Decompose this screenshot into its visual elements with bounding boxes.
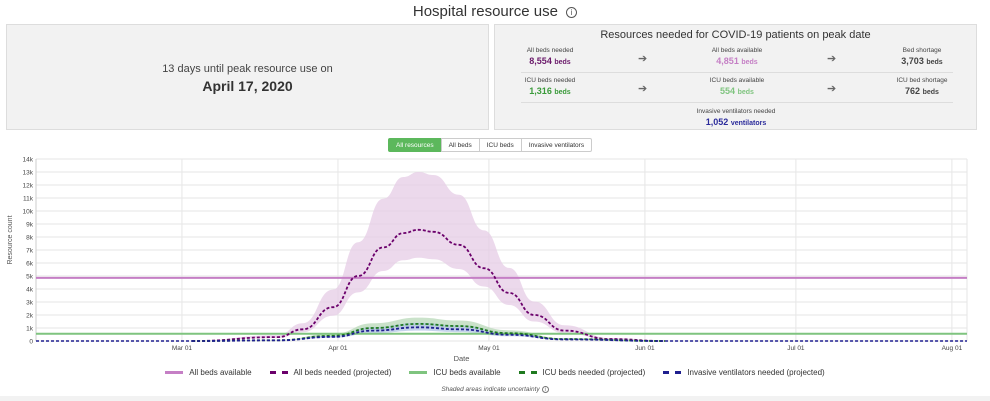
stat-value: 3,703 beds [901,56,943,66]
stat-value: 4,851 beds [716,56,758,66]
page-title: Hospital resource use i [0,3,990,20]
y-tick-label: 7k [26,248,34,255]
arrow-right-icon: ➔ [638,53,648,65]
y-tick-label: 14k [23,157,34,164]
peak-date-panel: 13 days until peak resource use on April… [6,24,489,130]
y-tick-label: 13k [23,170,34,177]
resources-panel-title: Resources needed for COVID-19 patients o… [600,29,871,41]
legend-item-ventilators-needed[interactable]: Invasive ventilators needed (projected) [663,368,825,377]
resources-needed-panel: Resources needed for COVID-19 patients o… [494,24,977,130]
legend-item-icu-beds-needed[interactable]: ICU beds needed (projected) [518,368,646,377]
legend-label: All beds needed (projected) [293,368,392,377]
legend-swatch [663,371,682,374]
y-axis-title: Resource count [7,215,14,264]
y-tick-label: 10k [23,209,34,216]
all-beds-needed-line [192,228,666,342]
x-tick-label: Apr 01 [328,345,348,352]
legend-swatch [409,371,428,374]
ventilators-needed-stat: Invasive ventilators needed 1,052 ventil… [671,108,801,127]
stat-label: ICU bed shortage [896,77,948,84]
y-tick-label: 8k [26,235,34,242]
stat-value: 762 beds [905,86,939,96]
y-tick-label: 5k [26,274,34,281]
stat-label: Bed shortage [902,47,942,54]
x-tick-label: Jul 01 [787,345,805,352]
x-tick-label: Jun 01 [635,345,655,352]
row-divider [521,72,953,73]
all-beds-needed-stat: All beds needed 8,554 beds [495,47,605,66]
y-tick-label: 3k [26,300,34,307]
x-tick-label: Aug 01 [942,345,963,352]
legend-item-all-beds-available[interactable]: All beds available [165,368,252,377]
y-tick-label: 4k [26,287,34,294]
stat-value: 1,052 ventilators [705,117,767,127]
countdown-text: 13 days until peak resource use on [162,63,333,75]
legend-swatch [165,371,184,374]
ventilators-uncertainty-band [192,322,666,341]
legend-item-icu-beds-available[interactable]: ICU beds available [409,368,501,377]
uncertainty-note: Shaded areas indicate uncertainty i [0,386,990,393]
note-text: Shaded areas indicate uncertainty [441,386,540,393]
stat-label: ICU beds needed [524,77,576,84]
stat-value: 554 beds [720,86,754,96]
stat-value: 1,316 beds [529,86,571,96]
legend-item-all-beds-needed[interactable]: All beds needed (projected) [269,368,392,377]
y-tick-label: 6k [26,261,34,268]
stat-value: 8,554 beds [529,56,571,66]
all-beds-uncertainty-band [192,172,666,341]
bed-shortage-stat: Bed shortage 3,703 beds [867,47,977,66]
icu-beds-uncertainty-band [192,317,666,341]
info-icon[interactable]: i [541,386,549,393]
ventilators-needed-line [192,326,666,342]
tab-invasive-ventilators[interactable]: Invasive ventilators [520,138,593,152]
all-beds-available-stat: All beds available 4,851 beds [682,47,792,66]
arrow-right-icon: ➔ [638,83,648,95]
legend-label: ICU beds needed (projected) [542,368,646,377]
x-tick-label: Mar 01 [172,345,193,352]
chart-legend: All beds available All beds needed (proj… [0,368,990,377]
legend-label: ICU beds available [433,368,501,377]
y-tick-label: 12k [23,183,34,190]
legend-label: All beds available [189,368,252,377]
x-tick-label: May 01 [478,345,500,352]
arrow-right-icon: ➔ [827,83,837,95]
stat-label: ICU beds available [709,77,765,84]
resource-chart: 0 1k 2k 3k 4k 5k 6k 7k 8k 9k 10k 11k 12k 13k 14k Mar 01… [7,157,968,363]
arrow-right-icon: ➔ [827,53,837,65]
icu-beds-available-stat: ICU beds available 554 beds [682,77,792,96]
row-divider [521,102,953,103]
y-tick-label: 11k [23,196,34,203]
icu-beds-needed-stat: ICU beds needed 1,316 beds [495,77,605,96]
y-tick-label: 9k [26,222,34,229]
peak-date: April 17, 2020 [202,78,293,94]
legend-label: Invasive ventilators needed (projected) [687,368,825,377]
x-axis-title: Date [454,354,470,363]
icu-bed-shortage-stat: ICU bed shortage 762 beds [867,77,977,96]
stat-label: All beds available [711,47,763,54]
info-icon[interactable]: i [566,7,578,18]
legend-swatch [518,371,537,374]
page-footer-bar [0,396,990,401]
y-tick-label: 1k [26,326,34,333]
stat-label: Invasive ventilators needed [696,108,776,115]
stat-label: All beds needed [526,47,574,54]
legend-swatch [269,371,288,374]
y-tick-label: 2k [26,313,34,320]
page-title-text: Hospital resource use [412,3,558,20]
y-tick-label: 0 [29,339,33,346]
resource-tabs: All resources All beds ICU beds Invasive… [388,138,593,152]
